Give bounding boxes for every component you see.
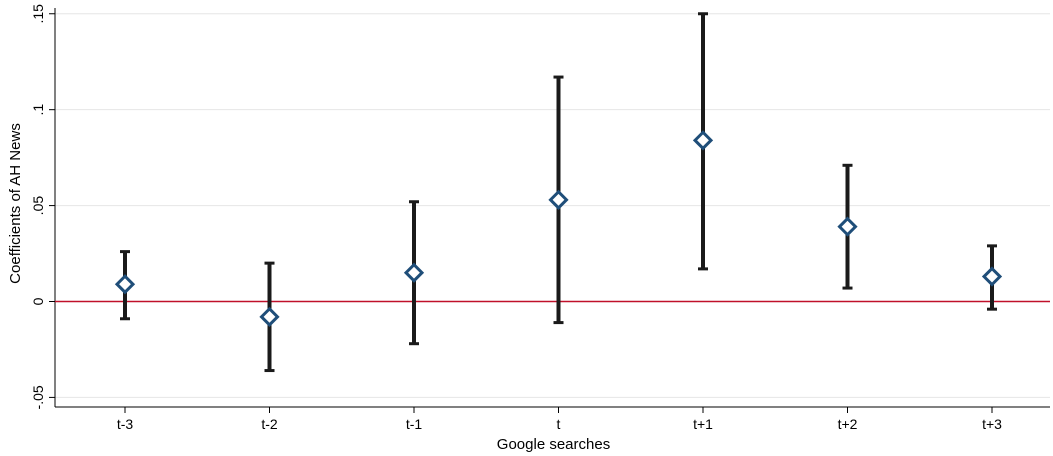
x-tick-label: t+3 — [982, 416, 1002, 432]
point-estimate — [403, 262, 425, 283]
x-tick-label: t — [557, 416, 561, 432]
axes — [54, 8, 1050, 408]
point-estimate — [259, 306, 280, 327]
point-estimates — [114, 130, 1003, 327]
x-axis-title: Google searches — [497, 436, 610, 453]
point-estimate — [548, 189, 569, 210]
x-tick-label: t-3 — [117, 416, 134, 432]
point-estimate — [692, 130, 714, 151]
x-tick-label: t-1 — [406, 416, 423, 432]
y-tick-label: .05 — [30, 196, 46, 216]
x-tick-label: t+1 — [693, 416, 713, 432]
point-estimate — [114, 274, 136, 295]
y-tick-label: .15 — [30, 4, 46, 24]
y-tick-label: -.05 — [30, 385, 46, 409]
y-axis-title: Coefficients of AH News — [7, 123, 24, 284]
point-estimate — [837, 216, 858, 237]
x-tick-label: t-2 — [261, 416, 278, 432]
y-tick-label: 0 — [30, 297, 46, 305]
gridlines — [55, 13, 1050, 398]
y-tick-label: .1 — [30, 104, 46, 116]
x-tick-label: t+2 — [838, 416, 858, 432]
point-estimate — [981, 266, 1003, 287]
tick-labels: -.05 0 .05 .1 .15 t-3 t-2 t-1 t t+1 t+2 t+3 — [30, 4, 1002, 432]
